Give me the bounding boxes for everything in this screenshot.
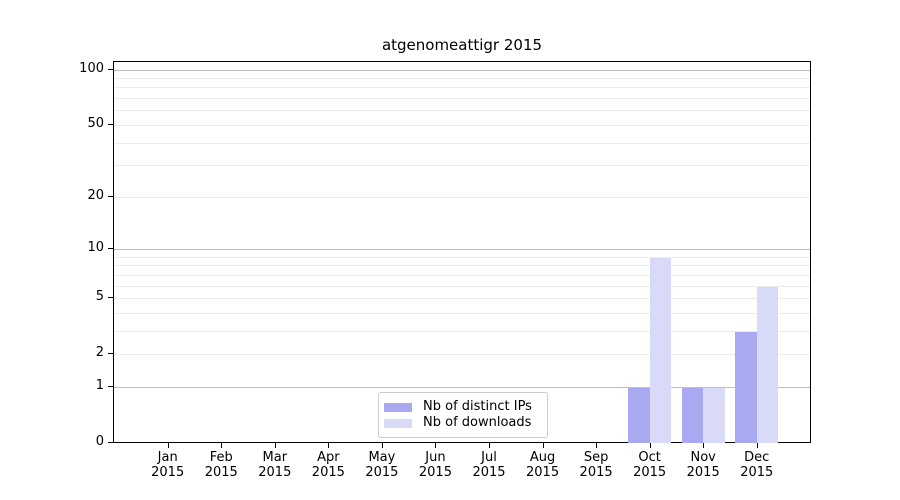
x-tick-label-nov: Nov 2015 — [686, 450, 720, 480]
y-tick-label-1: 1 — [95, 377, 104, 393]
gridline-minor-4 — [114, 312, 810, 314]
gridline-minor-7 — [114, 274, 810, 276]
bar-distinct-ips-oct — [628, 387, 650, 443]
x-tick-jun — [435, 443, 437, 448]
legend-swatch-downloads — [384, 418, 412, 428]
gridline-minor-30 — [114, 165, 810, 167]
x-tick-label-jan: Jan 2015 — [151, 450, 185, 480]
x-tick-oct — [649, 443, 651, 448]
x-tick-label-sep: Sep 2015 — [579, 450, 613, 480]
gridline-minor-2 — [114, 354, 810, 356]
gridline-minor-20 — [114, 196, 810, 198]
x-tick-aug — [542, 443, 544, 448]
y-tick-0 — [108, 442, 113, 443]
x-tick-label-aug: Aug 2015 — [526, 450, 560, 480]
y-tick-label-2: 2 — [95, 345, 104, 361]
x-tick-may — [381, 443, 383, 448]
gridline-minor-40 — [114, 142, 810, 144]
gridline-major-10 — [114, 248, 810, 250]
legend: Nb of distinct IPs Nb of downloads — [378, 392, 548, 438]
gridline-minor-3 — [114, 330, 810, 332]
x-tick-label-may: May 2015 — [365, 450, 399, 480]
y-tick-50 — [108, 123, 113, 125]
y-tick-label-50: 50 — [87, 115, 104, 131]
x-tick-label-oct: Oct 2015 — [633, 450, 667, 480]
gridline-major-100 — [114, 69, 810, 71]
bar-downloads-dec — [756, 286, 779, 443]
x-tick-label-dec: Dec 2015 — [740, 450, 774, 480]
bar-downloads-oct — [649, 257, 672, 443]
legend-label-distinct-ips: Nb of distinct IPs — [423, 399, 532, 414]
x-tick-apr — [328, 443, 330, 448]
gridline-minor-6 — [114, 285, 810, 287]
gridline-minor-60 — [114, 110, 810, 112]
bar-distinct-ips-nov — [681, 387, 704, 443]
gridline-minor-50 — [114, 124, 810, 126]
y-tick-label-5: 5 — [95, 289, 104, 305]
x-tick-label-jun: Jun 2015 — [418, 450, 452, 480]
chart-title: atgenomeattigr 2015 — [381, 36, 543, 54]
x-tick-label-apr: Apr 2015 — [311, 450, 345, 480]
x-tick-dec — [756, 443, 758, 448]
y-tick-label-10: 10 — [87, 239, 104, 255]
x-tick-feb — [221, 443, 223, 448]
legend-item-distinct-ips: Nb of distinct IPs — [384, 399, 547, 415]
legend-label-downloads: Nb of downloads — [423, 415, 532, 430]
x-tick-nov — [703, 443, 705, 448]
gridline-minor-90 — [114, 78, 810, 80]
x-tick-label-jul: Jul 2015 — [472, 450, 506, 480]
legend-item-downloads: Nb of downloads — [384, 415, 547, 431]
y-tick-5 — [108, 297, 113, 299]
gridline-minor-8 — [114, 265, 810, 267]
gridline-minor-70 — [114, 98, 810, 100]
gridline-major-1 — [114, 386, 810, 388]
x-tick-jul — [489, 443, 490, 448]
y-tick-1 — [108, 385, 113, 387]
y-tick-label-100: 100 — [79, 60, 104, 76]
gridline-minor-5 — [114, 298, 810, 300]
gridline-minor-80 — [114, 87, 810, 89]
plot-area — [113, 61, 811, 443]
bar-downloads-nov — [703, 387, 725, 443]
y-tick-label-20: 20 — [87, 187, 104, 203]
gridline-minor-9 — [114, 256, 810, 258]
y-tick-10 — [108, 247, 113, 249]
y-tick-100 — [108, 68, 113, 70]
y-tick-20 — [108, 195, 113, 197]
x-tick-label-mar: Mar 2015 — [258, 450, 292, 480]
y-tick-label-0: 0 — [95, 434, 104, 449]
x-tick-label-feb: Feb 2015 — [204, 450, 238, 480]
legend-swatch-distinct-ips — [384, 402, 412, 412]
x-tick-jan — [167, 443, 169, 448]
x-tick-mar — [274, 443, 276, 448]
x-tick-sep — [596, 443, 598, 448]
y-tick-2 — [108, 353, 113, 355]
bar-distinct-ips-dec — [735, 331, 757, 443]
